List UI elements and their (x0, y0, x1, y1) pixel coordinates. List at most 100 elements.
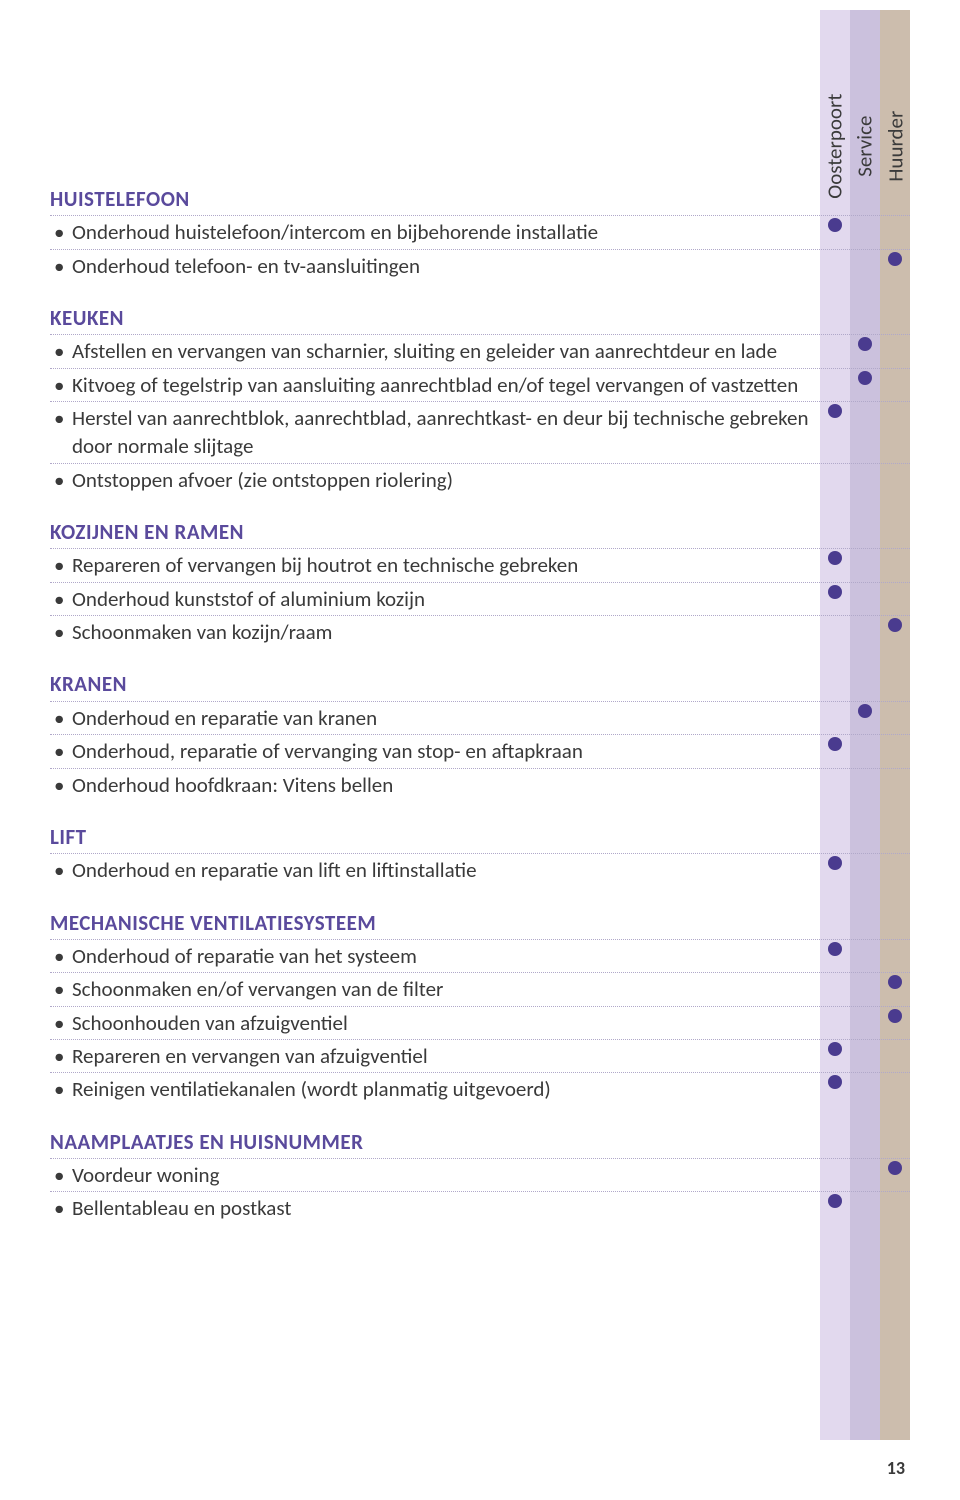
section: NAAMPLAATJES EN HUISNUMMERVoordeur wonin… (50, 1128, 910, 1225)
section-title: LIFT (50, 823, 910, 851)
dot-icon (858, 371, 872, 385)
dot-icon (828, 1042, 842, 1056)
dot-cell (880, 1161, 910, 1175)
row-text: Schoonhouden van afzuigventiel (50, 1009, 820, 1037)
col-label-service: Service (851, 115, 879, 176)
section-title: MECHANISCHE VENTILATIESYSTEEM (50, 909, 910, 937)
dot-icon (888, 1009, 902, 1023)
row-text: Onderhoud huistelefoon/intercom en bijbe… (50, 218, 820, 246)
table-row: Onderhoud en reparatie van kranen (50, 701, 910, 734)
row-dots (820, 404, 910, 418)
dot-cell (820, 371, 850, 385)
row-dots (820, 737, 910, 751)
dot-icon (828, 218, 842, 232)
dot-cell (820, 1194, 850, 1208)
row-text: Onderhoud, reparatie of vervanging van s… (50, 737, 820, 765)
row-dots (820, 337, 910, 351)
dot-cell (880, 551, 910, 565)
dot-cell (880, 856, 910, 870)
row-text: Repareren of vervangen bij houtrot en te… (50, 551, 820, 579)
row-text: Onderhoud kunststof of aluminium kozijn (50, 585, 820, 613)
section: HUISTELEFOON Onderhoud huistelefoon/inter… (50, 185, 910, 282)
dot-cell (880, 704, 910, 718)
dot-cell (880, 942, 910, 956)
dot-icon (828, 1194, 842, 1208)
dot-cell (820, 585, 850, 599)
row-text: Ontstoppen afvoer (zie ontstoppen rioler… (50, 466, 820, 494)
dot-cell (880, 618, 910, 632)
dot-cell (850, 551, 880, 565)
row-dots (820, 856, 910, 870)
dot-cell (820, 1161, 850, 1175)
row-dots (820, 218, 910, 232)
row-text: Onderhoud telefoon- en tv-aansluitingen (50, 252, 820, 280)
table-row: Repareren en vervangen van afzuigventiel (50, 1039, 910, 1072)
dot-icon (828, 856, 842, 870)
row-dots (820, 1009, 910, 1023)
table-row: Afstellen en vervangen van scharnier, sl… (50, 334, 910, 367)
dot-icon (828, 404, 842, 418)
dot-cell (880, 1009, 910, 1023)
section-title: HUISTELEFOON (50, 185, 910, 213)
dot-cell (850, 218, 880, 232)
dot-icon (888, 975, 902, 989)
dot-icon (888, 252, 902, 266)
dot-cell (850, 404, 880, 418)
row-text: Bellentableau en postkast (50, 1194, 820, 1222)
section-title: KRANEN (50, 670, 910, 698)
row-text: Schoonmaken en/of vervangen van de filte… (50, 975, 820, 1003)
row-dots (820, 1161, 910, 1175)
row-text: Onderhoud of reparatie van het systeem (50, 942, 820, 970)
section: KEUKEN Afstellen en vervangen van scharni… (50, 304, 910, 496)
dot-cell (850, 975, 880, 989)
dot-cell (880, 371, 910, 385)
dot-icon (828, 551, 842, 565)
table-row: Schoonhouden van afzuigventiel (50, 1006, 910, 1039)
section-title: KEUKEN (50, 304, 910, 332)
table-row: Onderhoud huistelefoon/intercom en bijbe… (50, 215, 910, 248)
col-label-oosterpoort: Oosterpoort (821, 93, 849, 198)
section: MECHANISCHE VENTILATIESYSTEEM Onderhoud o… (50, 909, 910, 1106)
dot-cell (850, 1194, 880, 1208)
dot-cell (820, 942, 850, 956)
row-dots (820, 1075, 910, 1089)
section-title: NAAMPLAATJES EN HUISNUMMER (50, 1128, 910, 1156)
column-headers: Oosterpoort Service Huurder (820, 0, 910, 160)
dot-cell (850, 856, 880, 870)
dot-cell (820, 737, 850, 751)
dot-cell (880, 1075, 910, 1089)
dot-cell (880, 404, 910, 418)
table-row: Reinigen ventilatiekanalen (wordt planma… (50, 1072, 910, 1105)
table-row: Onderhoud of reparatie van het systeem (50, 939, 910, 972)
dot-cell (880, 585, 910, 599)
row-text: Onderhoud en reparatie van kranen (50, 704, 820, 732)
table-row: Ontstoppen afvoer (zie ontstoppen rioler… (50, 463, 910, 496)
dot-cell (850, 337, 880, 351)
table-row: Schoonmaken van kozijn/raam (50, 615, 910, 648)
dot-cell (820, 618, 850, 632)
row-dots (820, 585, 910, 599)
row-text: Repareren en vervangen van afzuigventiel (50, 1042, 820, 1070)
section: KRANEN Onderhoud en reparatie van kranen O… (50, 670, 910, 800)
dot-cell (850, 618, 880, 632)
dot-cell (850, 1075, 880, 1089)
dot-cell (820, 551, 850, 565)
table-row: Onderhoud hoofdkraan: Vitens bellen (50, 768, 910, 801)
row-dots (820, 1042, 910, 1056)
row-text: Afstellen en vervangen van scharnier, sl… (50, 337, 820, 365)
row-text: Onderhoud hoofdkraan: Vitens bellen (50, 771, 820, 799)
table-row: Herstel van aanrechtblok, aanrechtblad, … (50, 401, 910, 463)
dot-cell (880, 1042, 910, 1056)
dot-cell (850, 737, 880, 751)
col-label-huurder: Huurder (881, 110, 909, 181)
dot-icon (828, 1075, 842, 1089)
row-dots (820, 704, 910, 718)
dot-icon (828, 737, 842, 751)
dot-icon (858, 704, 872, 718)
dot-icon (828, 585, 842, 599)
dot-cell (820, 1009, 850, 1023)
dot-cell (880, 1194, 910, 1208)
dot-icon (828, 942, 842, 956)
dot-cell (850, 371, 880, 385)
dot-cell (850, 1042, 880, 1056)
